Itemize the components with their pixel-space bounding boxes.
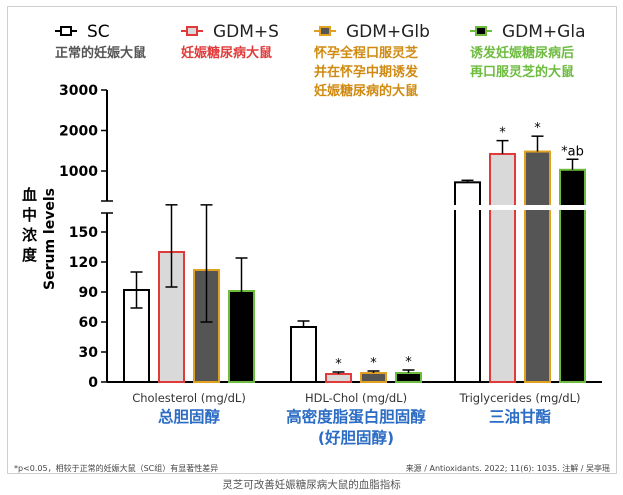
chart: SC 正常的妊娠大鼠 GDM+S 妊娠糖尿病大鼠 GDM+Glb 怀孕全程口服灵芝并在怀孕… [22, 22, 602, 447]
legend-desc-3-0: 诱发妊娠糖尿病后 [470, 45, 574, 61]
x-group-label-0: Cholesterol (mg/dL) [132, 391, 246, 405]
bar-break-gap-2-1 [488, 205, 517, 210]
significance-mark-1-1: * [335, 357, 342, 372]
significance-mark-2-3: *ab [561, 144, 584, 159]
figure-frame: SC 正常的妊娠大鼠 GDM+S 妊娠糖尿病大鼠 GDM+Glb 怀孕全程口服灵芝 并在怀孕… [7, 6, 617, 474]
y-tick-label: 2000 [59, 124, 98, 140]
bar-2-3 [559, 168, 586, 383]
significance-mark-1-2: * [370, 356, 377, 371]
legend-swatch-0 [60, 26, 72, 36]
legend-label-2: GDM+Glb [346, 22, 430, 42]
y-label-zh-char: 度 [22, 246, 38, 264]
x-group-label-zh-0-0: 总胆固醇 [158, 407, 221, 426]
y-tick-label: 3000 [59, 83, 98, 99]
y-label-zh-char: 血 [22, 186, 37, 204]
legend-desc-3-1: 再口服灵芝的大鼠 [470, 64, 574, 80]
y-label-zh-char: 浓 [22, 226, 38, 244]
footnote-significance: *p<0.05，相较于正常的妊娠大鼠（SC组）有显著性差异 [14, 464, 219, 473]
y-label-zh-char: 中 [22, 206, 37, 224]
y-tick-label: 30 [79, 345, 99, 361]
bar-break-gap-2-0 [453, 205, 482, 210]
legend-desc-0-0: 正常的妊娠大鼠 [55, 45, 146, 61]
legend-label-3: GDM+Gla [502, 22, 586, 42]
y-tick-label: 60 [79, 315, 99, 331]
bar-1-1 [325, 373, 352, 383]
legend-desc-2-1: 并在怀孕中期诱发 [314, 64, 419, 80]
significance-mark-2-2: * [534, 121, 541, 136]
legend-label-0: SC [87, 22, 110, 42]
significance-mark-2-1: * [499, 126, 506, 141]
bar-break-gap-2-2 [523, 205, 552, 210]
bar-0-2 [193, 269, 220, 383]
legend-desc-2-2: 妊娠糖尿病的大鼠 [314, 83, 418, 99]
bar-2-0 [454, 181, 481, 383]
x-group-label-zh-1-0: 高密度脂蛋白胆固醇 [286, 407, 426, 426]
legend-swatch-3 [475, 26, 487, 36]
figure-caption: 灵芝可改善妊娠糖尿病大鼠的血脂指标 [222, 479, 401, 491]
y-tick-label: 0 [88, 375, 98, 391]
bar-1-0 [290, 326, 317, 383]
significance-mark-1-3: * [405, 355, 412, 370]
legend-swatch-1 [186, 26, 198, 36]
legend-desc-2-0: 怀孕全程口服灵芝 [314, 45, 418, 61]
bar-1-2 [360, 372, 387, 383]
legend-desc-1-0: 妊娠糖尿病大鼠 [181, 45, 272, 61]
y-tick-label: 120 [69, 255, 98, 271]
y-tick-label: 1000 [59, 164, 98, 180]
y-tick-label: 150 [69, 225, 98, 241]
y-label-en: Serum levels [42, 188, 58, 290]
x-group-label-2: Triglycerides (mg/dL) [459, 391, 581, 405]
x-group-label-zh-2-0: 三油甘酯 [489, 407, 552, 426]
bar-break-gap-2-3 [558, 205, 587, 210]
legend-label-1: GDM+S [213, 22, 279, 42]
bar-1-3 [395, 372, 422, 383]
x-group-label-1: HDL-Chol (mg/dL) [305, 391, 407, 405]
legend-swatch-2 [319, 26, 331, 36]
footnote-source: 来源 / Antioxidants. 2022; 11(6): 1035. 注解… [405, 464, 610, 473]
x-group-label-zh-1-1: (好胆固醇) [318, 428, 394, 447]
y-tick-label: 90 [79, 285, 99, 301]
bar-2-2 [524, 150, 551, 383]
bar-2-1 [489, 152, 516, 383]
